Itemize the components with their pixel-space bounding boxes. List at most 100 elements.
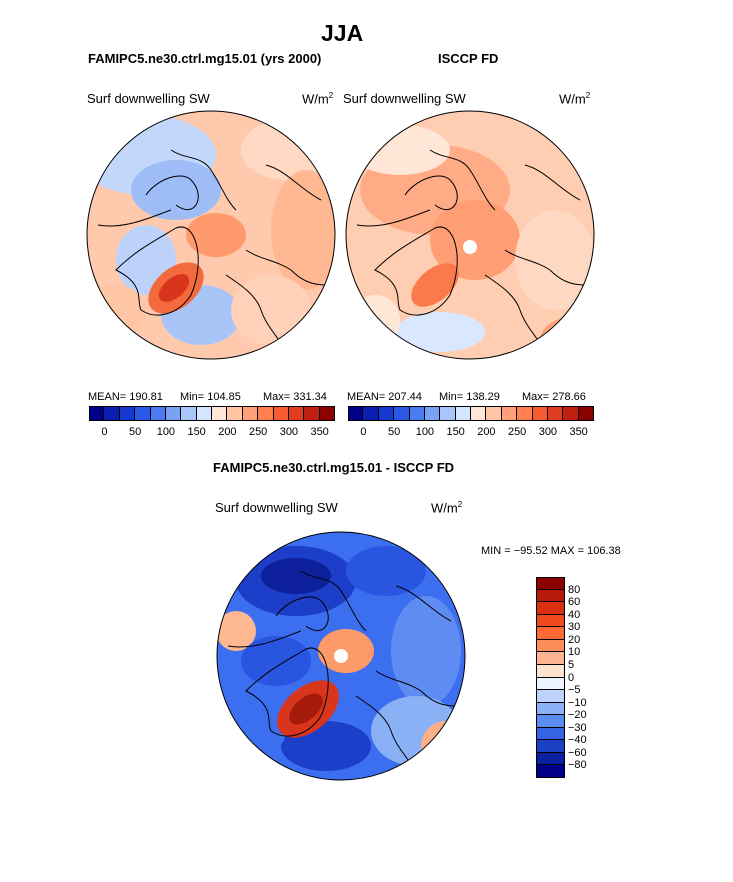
colorbar-left-swatch <box>212 406 228 421</box>
colorbar-diff-swatch <box>536 740 565 753</box>
colorbar-diff-tick-label: −10 <box>568 696 587 709</box>
colorbar-right <box>348 406 594 421</box>
colorbar-left-tick-label: 50 <box>129 426 142 438</box>
colorbar-left-swatch <box>319 406 335 421</box>
diff-variable-label: Surf downwelling SW <box>215 500 338 515</box>
colorbar-diff-swatch <box>536 627 565 640</box>
colorbar-right-swatch <box>517 406 533 421</box>
colorbar-left-tick-label: 250 <box>248 426 268 438</box>
colorbar-right-swatch <box>424 406 441 421</box>
colorbar-left-swatch <box>150 406 166 421</box>
colorbar-diff-swatch <box>536 727 565 741</box>
colorbar-diff-swatch <box>536 715 565 728</box>
colorbar-diff-swatch <box>536 702 565 716</box>
colorbar-right-tick-label: 50 <box>388 426 401 438</box>
colorbar-left-swatch <box>242 406 259 421</box>
colorbar-right-swatch <box>394 406 410 421</box>
map-diff-boundary <box>216 531 466 781</box>
colorbar-left-swatch <box>288 406 305 421</box>
colorbar-left-tick-label: 300 <box>279 426 299 438</box>
colorbar-left-swatch <box>273 406 289 421</box>
colorbar-diff-swatch <box>536 577 565 590</box>
colorbar-left-swatch <box>89 406 105 421</box>
colorbar-diff-tick-label: −5 <box>568 684 581 697</box>
map-right-boundary <box>345 110 595 360</box>
colorbar-diff-tick-label: −60 <box>568 746 587 759</box>
colorbar-left-ticks: 0 50 100 150 200 250 300 350 <box>89 426 335 440</box>
panel-right-case-title: ISCCP FD <box>438 51 499 66</box>
map-left-boundary <box>86 110 336 360</box>
colorbar-diff-swatch <box>536 614 565 628</box>
colorbar-left-swatch <box>196 406 212 421</box>
panel-right-variable-label: Surf downwelling SW <box>343 91 466 106</box>
colorbar-left-swatch <box>135 406 151 421</box>
colorbar-left-tick-label: 350 <box>310 426 329 438</box>
panel-right-max: Max= 278.66 <box>522 391 586 403</box>
colorbar-right-swatch <box>563 406 579 421</box>
colorbar-right-swatch <box>348 406 364 421</box>
map-right-pole-mask <box>463 240 477 254</box>
colorbar-left-swatch <box>304 406 320 421</box>
colorbar-right-swatch <box>363 406 379 421</box>
colorbar-left-swatch <box>119 406 136 421</box>
panel-left-case-title: FAMIPC5.ne30.ctrl.mg15.01 (yrs 2000) <box>88 51 322 66</box>
colorbar-diff-tick-label: −20 <box>568 709 587 722</box>
colorbar-diff-tick-label: 80 <box>568 583 581 596</box>
colorbar-right-swatch <box>532 406 548 421</box>
colorbar-right-swatch <box>547 406 564 421</box>
colorbar-diff-swatch <box>536 639 565 653</box>
colorbar-diff-swatch <box>536 602 565 615</box>
colorbar-right-tick-label: 150 <box>446 426 465 438</box>
colorbar-diff-tick-label: 0 <box>568 671 575 684</box>
panel-right-units-label: W/m2 <box>559 91 591 107</box>
colorbar-diff-tick-label: −80 <box>568 759 587 772</box>
colorbar-diff-tick-label: 5 <box>568 658 575 671</box>
colorbar-left <box>89 406 335 421</box>
colorbar-right-tick-label: 0 <box>360 426 367 438</box>
colorbar-right-swatch <box>455 406 471 421</box>
colorbar-right-swatch <box>486 406 502 421</box>
map-right <box>345 110 595 360</box>
panel-right-min: Min= 138.29 <box>439 391 500 403</box>
diff-min-max: MIN = −95.52 MAX = 106.38 <box>481 545 621 557</box>
panel-left-variable-label: Surf downwelling SW <box>87 91 210 106</box>
colorbar-right-swatch <box>409 406 425 421</box>
colorbar-left-swatch <box>104 406 120 421</box>
map-diff <box>216 531 466 781</box>
colorbar-diff-swatch <box>536 589 565 603</box>
colorbar-right-swatch <box>378 406 395 421</box>
colorbar-diff-tick-label: 30 <box>568 621 581 634</box>
colorbar-right-swatch <box>501 406 518 421</box>
panel-left-max: Max= 331.34 <box>263 391 327 403</box>
colorbar-left-tick-label: 150 <box>187 426 206 438</box>
diff-title: FAMIPC5.ne30.ctrl.mg15.01 - ISCCP FD <box>213 460 455 475</box>
panel-left-min: Min= 104.85 <box>180 391 241 403</box>
colorbar-right-ticks: 0 50 100 150 200 250 300 350 <box>348 426 594 440</box>
colorbar-diff-swatch <box>536 765 565 778</box>
colorbar-right-tick-label: 250 <box>507 426 527 438</box>
colorbar-left-swatch <box>227 406 243 421</box>
colorbar-right-swatch <box>471 406 487 421</box>
panel-left-mean: MEAN= 190.81 <box>88 391 163 403</box>
colorbar-left-tick-label: 100 <box>156 426 176 438</box>
panel-right-mean: MEAN= 207.44 <box>347 391 422 403</box>
colorbar-left-tick-label: 0 <box>101 426 108 438</box>
colorbar-diff-swatch <box>536 752 565 766</box>
colorbar-diff-swatch <box>536 652 565 665</box>
colorbar-diff-swatch <box>536 690 565 703</box>
colorbar-right-tick-label: 200 <box>477 426 496 438</box>
colorbar-diff-tick-label: 20 <box>568 633 581 646</box>
colorbar-diff-tick-label: −30 <box>568 721 587 734</box>
colorbar-diff-tick-label: −40 <box>568 734 587 747</box>
colorbar-diff-swatch <box>536 664 565 678</box>
colorbar-left-swatch <box>165 406 182 421</box>
map-diff-pole-mask <box>334 649 348 663</box>
colorbar-right-swatch <box>578 406 594 421</box>
colorbar-right-swatch <box>440 406 456 421</box>
colorbar-right-tick-label: 100 <box>415 426 435 438</box>
colorbar-diff-tick-label: 40 <box>568 608 581 621</box>
diff-units-label: W/m2 <box>431 500 463 516</box>
colorbar-left-swatch <box>258 406 274 421</box>
colorbar-right-tick-label: 350 <box>569 426 588 438</box>
colorbar-diff-swatch <box>536 677 565 691</box>
